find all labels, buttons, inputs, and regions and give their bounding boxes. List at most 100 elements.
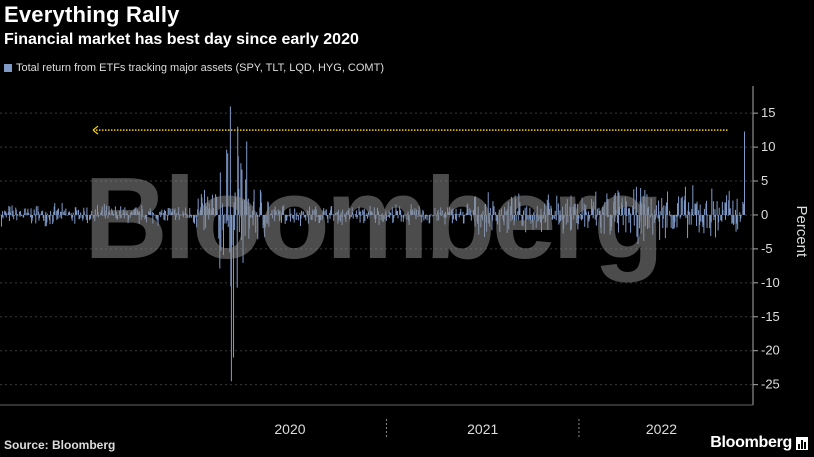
bar <box>278 214 280 222</box>
bar <box>707 214 709 216</box>
bar <box>151 211 153 215</box>
bar <box>328 213 330 215</box>
bar <box>144 214 146 216</box>
bar <box>403 214 405 216</box>
bar <box>384 213 386 215</box>
bar <box>596 208 598 215</box>
bar <box>290 213 292 215</box>
legend-swatch <box>4 64 12 72</box>
bar <box>295 214 297 220</box>
bar <box>330 210 332 215</box>
reference-arrow <box>92 125 99 135</box>
bar <box>381 214 383 216</box>
bar <box>111 208 113 215</box>
bar <box>448 211 450 215</box>
bar <box>476 214 478 222</box>
bar <box>333 214 335 221</box>
bar <box>525 214 527 233</box>
bar <box>385 214 387 221</box>
bar <box>260 192 262 215</box>
bar <box>380 214 382 221</box>
bar <box>246 141 248 215</box>
bar <box>554 210 556 215</box>
bar <box>90 214 92 220</box>
bar <box>359 214 361 223</box>
bar <box>351 207 353 215</box>
bar <box>648 206 650 215</box>
y-tick-label: -10 <box>761 275 780 290</box>
bar <box>662 214 664 228</box>
bar <box>352 214 354 219</box>
bar <box>594 214 596 220</box>
bar <box>311 214 313 216</box>
bar <box>240 163 242 215</box>
bar <box>308 206 310 215</box>
bar <box>617 214 619 233</box>
bar <box>406 214 408 220</box>
bar <box>717 214 719 231</box>
bar <box>455 208 457 215</box>
bar <box>578 214 580 219</box>
bar <box>562 206 564 215</box>
bar <box>591 205 593 215</box>
bar <box>607 199 609 215</box>
bar <box>474 214 476 227</box>
bar <box>200 194 202 215</box>
bar <box>654 214 656 220</box>
bar <box>64 213 66 215</box>
bar <box>282 206 284 215</box>
bar <box>717 214 719 216</box>
bar <box>13 214 15 220</box>
bar <box>333 214 335 216</box>
bar <box>580 214 582 220</box>
bar <box>210 210 212 215</box>
bar <box>461 214 463 216</box>
bar <box>524 207 526 215</box>
bar <box>507 201 509 215</box>
bar <box>504 206 506 215</box>
bar <box>691 208 693 215</box>
bar <box>588 214 590 219</box>
bar <box>159 212 161 215</box>
bar <box>393 214 395 218</box>
bar <box>407 211 409 215</box>
bar <box>70 213 72 215</box>
bar <box>289 208 291 215</box>
bar <box>164 214 166 221</box>
bar <box>432 214 434 216</box>
bar <box>149 212 151 215</box>
bar <box>510 196 512 215</box>
bar <box>589 214 591 216</box>
bar <box>347 210 349 215</box>
bar <box>15 207 17 215</box>
bar <box>45 214 47 226</box>
bar <box>197 209 199 215</box>
bar <box>48 214 50 220</box>
bar <box>216 211 218 215</box>
bar <box>26 214 28 216</box>
bar <box>488 212 490 215</box>
bar <box>63 211 65 215</box>
bar <box>729 208 731 215</box>
bar <box>620 214 622 216</box>
bar <box>540 214 542 232</box>
bar <box>19 211 21 215</box>
bar <box>37 211 39 215</box>
bar <box>141 209 143 215</box>
bar <box>655 214 657 218</box>
bar <box>639 201 641 215</box>
bar <box>547 214 549 231</box>
bar <box>215 196 217 215</box>
bar <box>630 214 632 233</box>
bar <box>56 209 58 215</box>
bar <box>718 214 720 223</box>
bar-chart-icon <box>796 437 808 450</box>
bar <box>570 195 572 215</box>
bar <box>179 214 181 216</box>
bar <box>6 213 8 215</box>
bar <box>721 214 723 222</box>
bar <box>38 214 40 218</box>
bar <box>253 201 255 215</box>
bar <box>240 214 242 241</box>
bar <box>484 214 486 237</box>
